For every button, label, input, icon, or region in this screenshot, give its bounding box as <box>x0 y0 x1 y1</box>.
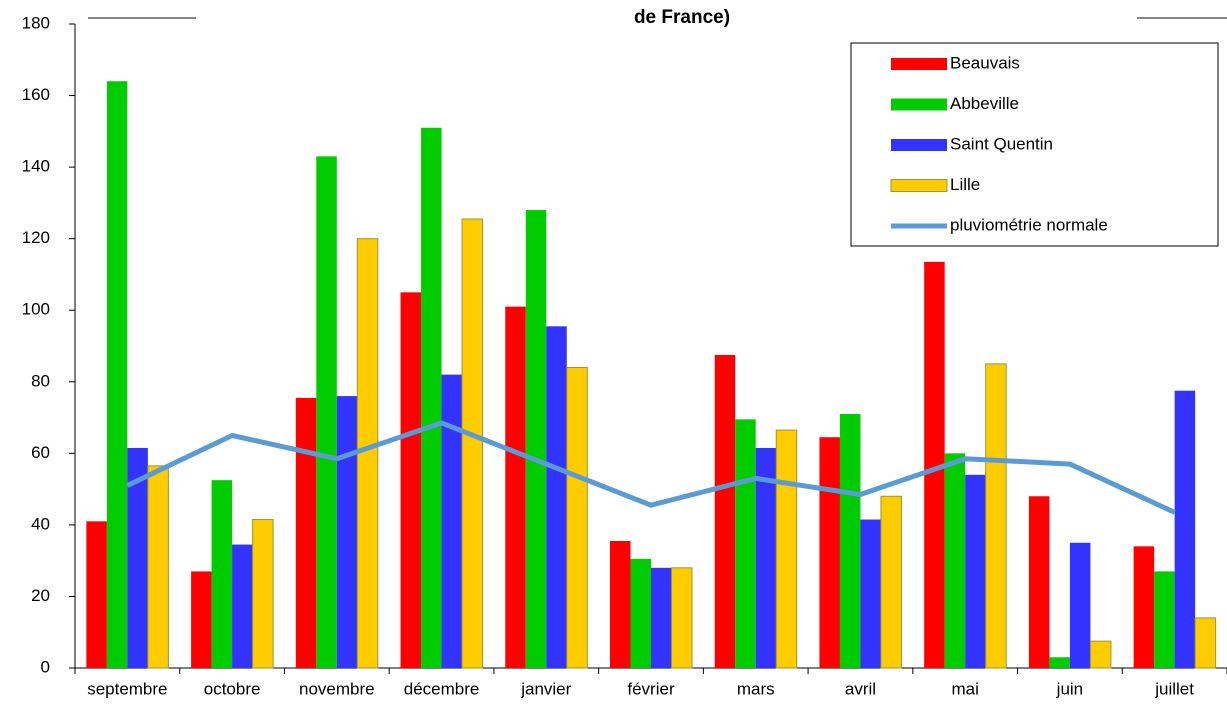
line <box>126 420 1176 515</box>
bar <box>1028 496 1050 668</box>
bar <box>944 453 966 668</box>
bar <box>839 413 861 668</box>
bar <box>127 447 148 668</box>
x-tick-label: septembre <box>87 679 167 698</box>
bar <box>630 558 651 668</box>
legend-label: Saint Quentin <box>950 134 1053 153</box>
bar <box>252 519 274 669</box>
bar <box>147 465 169 669</box>
bar <box>755 447 777 668</box>
legend-label: Lille <box>950 175 980 194</box>
bar <box>461 218 484 669</box>
bar <box>1069 542 1091 668</box>
x-tick-label: octobre <box>204 679 261 698</box>
y-tick-label: 160 <box>22 85 50 104</box>
legend-label: pluviométrie normale <box>950 215 1108 234</box>
bar <box>714 354 736 668</box>
bar <box>505 306 526 668</box>
bar <box>400 292 422 668</box>
bar <box>421 127 442 668</box>
bar <box>211 480 233 668</box>
x-tick-label: mai <box>951 679 978 698</box>
x-tick-label: mars <box>737 679 775 698</box>
bar <box>651 567 672 668</box>
x-tick-label: avril <box>845 679 876 698</box>
x-tick-label: juin <box>1056 679 1083 698</box>
x-tick-label: janvier <box>520 679 571 698</box>
legend-swatch <box>891 98 947 111</box>
y-tick-label: 20 <box>31 586 50 605</box>
chart-title: de France) <box>634 7 730 28</box>
y-tick-label: 0 <box>41 657 50 676</box>
bar <box>965 474 986 668</box>
bar <box>735 419 756 668</box>
bar <box>1049 657 1070 668</box>
bar <box>356 238 379 669</box>
bar <box>336 396 358 668</box>
legend-swatch <box>891 58 947 70</box>
x-tick-label: février <box>627 679 675 698</box>
bar <box>1133 546 1155 668</box>
legend-label: Abbeville <box>950 94 1019 113</box>
bar <box>610 540 631 668</box>
bar <box>525 210 547 669</box>
y-tick-label: 40 <box>31 514 50 533</box>
bar <box>880 495 902 669</box>
y-tick-label: 120 <box>22 228 50 247</box>
legend-swatch <box>891 139 947 151</box>
bar <box>985 363 1007 669</box>
bar <box>232 544 253 668</box>
legend-swatch <box>890 179 948 192</box>
bar <box>106 81 128 668</box>
bar <box>1089 640 1112 669</box>
bar <box>441 374 463 668</box>
x-tick-label: décembre <box>404 679 480 698</box>
bar <box>671 567 693 669</box>
bar <box>924 261 945 668</box>
bar <box>860 519 881 668</box>
bar <box>1154 571 1175 668</box>
y-tick-label: 60 <box>31 443 50 462</box>
x-tick-label: novembre <box>299 679 375 698</box>
y-tick-label: 100 <box>22 300 50 319</box>
bar <box>1174 390 1196 668</box>
y-tick-label: 140 <box>22 157 50 176</box>
bar <box>819 437 840 668</box>
bar <box>775 429 798 669</box>
bar <box>316 156 337 668</box>
y-tick-label: 80 <box>31 371 50 390</box>
bar <box>86 521 107 668</box>
x-tick-label: juillet <box>1154 679 1194 698</box>
bar <box>1194 617 1217 669</box>
y-tick-label: 180 <box>22 13 50 32</box>
bar <box>191 571 212 668</box>
bar <box>295 397 317 668</box>
legend-label: Beauvais <box>950 53 1020 72</box>
bar <box>566 366 588 669</box>
bar <box>546 326 567 668</box>
